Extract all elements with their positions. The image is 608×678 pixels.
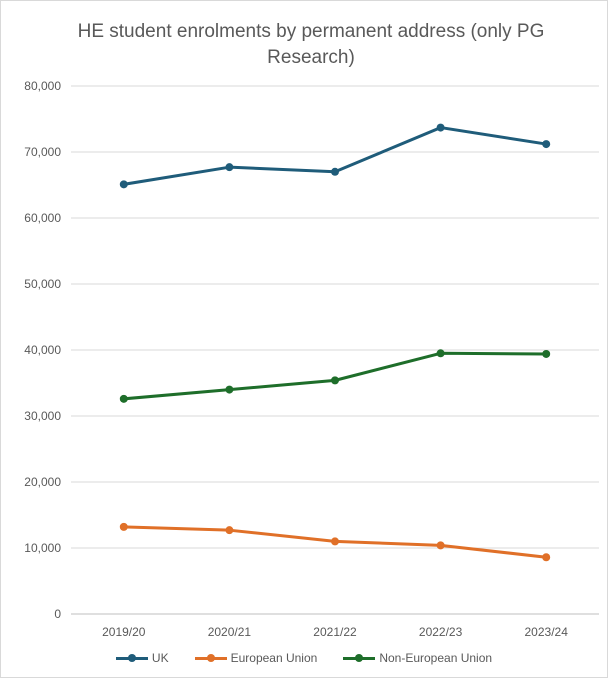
data-point: [225, 385, 234, 394]
data-point: [119, 394, 128, 403]
legend-label: European Union: [230, 651, 318, 665]
data-point: [542, 349, 551, 358]
y-tick-label: 60,000: [24, 211, 61, 225]
legend-label: UK: [151, 651, 169, 665]
data-point: [119, 522, 128, 531]
series-line: [122, 351, 548, 401]
data-point: [542, 140, 551, 149]
y-tick-label: 70,000: [24, 145, 61, 159]
data-point: [331, 376, 339, 385]
y-tick-label: 40,000: [24, 343, 61, 357]
y-tick-label: 20,000: [24, 475, 61, 489]
legend-item: European Union: [194, 651, 318, 665]
legend-swatch: [115, 653, 148, 663]
y-tick-label: 30,000: [24, 409, 61, 423]
legend-swatch: [343, 653, 376, 663]
legend-swatch-dot: [206, 654, 215, 662]
x-tick-label: 2022/23: [419, 625, 463, 639]
y-tick-label: 50,000: [24, 277, 61, 291]
data-point: [225, 163, 234, 172]
data-point: [225, 526, 234, 535]
x-tick-label: 2019/20: [102, 625, 146, 639]
chart-title: HE student enrolments by permanent addre…: [77, 21, 545, 68]
y-tick-label: 0: [54, 607, 61, 621]
x-tick-label: 2023/24: [525, 625, 569, 639]
legend-swatch-dot: [355, 654, 364, 662]
data-point: [331, 167, 339, 176]
data-point: [542, 553, 551, 562]
data-point: [436, 541, 445, 550]
legend-label: Non-European Union: [379, 651, 493, 665]
series-line: [122, 126, 548, 186]
legend-item: Non-European Union: [343, 651, 492, 665]
data-point: [436, 349, 445, 358]
x-tick-label: 2021/22: [313, 625, 357, 639]
legend-swatch-dot: [127, 654, 136, 662]
chart-legend: UK European Union Non-European Union: [1, 651, 607, 665]
y-tick-label: 80,000: [24, 79, 61, 93]
data-point: [331, 537, 339, 546]
x-tick-label: 2020/21: [208, 625, 252, 639]
data-point: [436, 123, 445, 132]
legend-item: UK: [115, 651, 169, 665]
data-point: [119, 180, 128, 189]
legend-swatch: [194, 653, 227, 663]
y-tick-label: 10,000: [24, 541, 61, 555]
